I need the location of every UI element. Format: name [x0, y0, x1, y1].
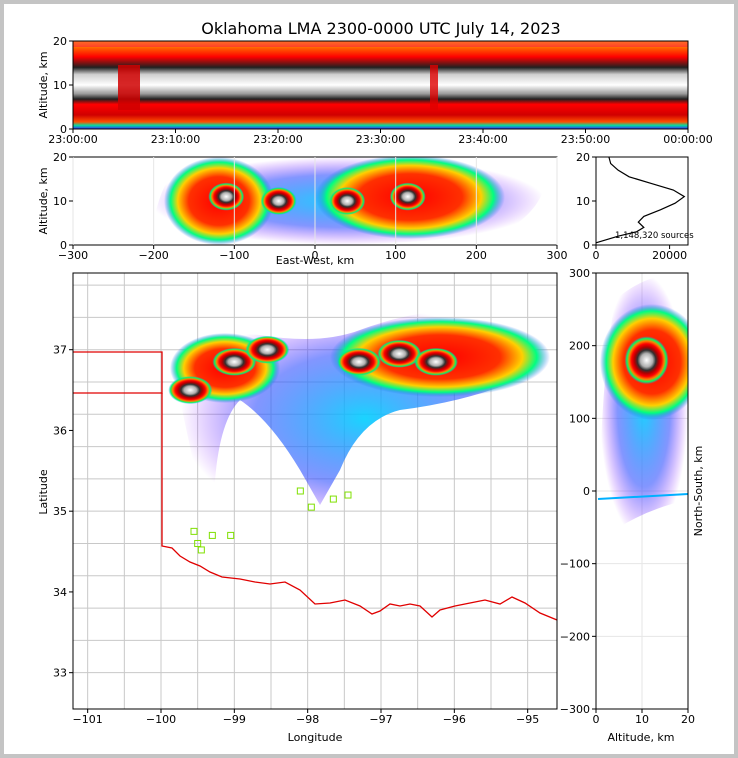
latitude-tick-label: 35 — [53, 505, 67, 518]
north-south-tick-label: −300 — [560, 703, 590, 716]
lma-station-marker — [208, 531, 216, 539]
north-south-tick-label: 200 — [569, 340, 590, 353]
east-west-tick-label: 100 — [385, 249, 406, 262]
time-tick-label: 23:30:00 — [356, 133, 405, 146]
east-west-core — [329, 187, 366, 215]
north-south-tick-label: 0 — [583, 485, 590, 498]
altitude-histogram-panel: 0 20000 0 10 20 1,148,320 sources — [576, 151, 694, 262]
longitude-tick-label: −95 — [516, 713, 539, 726]
altitude-tick-label: 20 — [53, 151, 67, 164]
north-south-tick-label: 100 — [569, 412, 590, 425]
north-south-core — [624, 336, 669, 385]
time-tick-label: 23:50:00 — [561, 133, 610, 146]
longitude-tick-label: −99 — [223, 713, 246, 726]
lma-station-marker — [329, 495, 337, 503]
time-tick-label: 00:00:00 — [663, 133, 712, 146]
altitude-tick-label: 10 — [53, 195, 67, 208]
histogram-frame — [595, 156, 689, 246]
flash-core — [337, 347, 381, 376]
count-tick-label: 0 — [593, 249, 600, 262]
time-tick-label: 23:00:00 — [48, 133, 97, 146]
north-south-tick-label: 300 — [569, 267, 590, 280]
altitude-tick-label: 20 — [576, 151, 590, 164]
altitude-tick-label: 0 — [583, 239, 590, 252]
lma-station-marker — [190, 527, 198, 535]
altitude-tick-label: 0 — [60, 123, 67, 136]
north-south-xlabel: Altitude, km — [607, 731, 674, 744]
east-west-tick-label: 0 — [312, 249, 319, 262]
altitude-tick-label: 10 — [53, 79, 67, 92]
east-west-tick-label: −100 — [219, 249, 249, 262]
altitude-time-panel: 23:00:00 23:10:00 23:20:00 23:30:00 23:40:00… — [37, 35, 713, 146]
flash-core — [168, 376, 213, 405]
east-west-tick-label: −200 — [139, 249, 169, 262]
flash-core — [245, 335, 290, 364]
altitude-tick-label: 20 — [53, 35, 67, 48]
time-tick-label: 23:20:00 — [253, 133, 302, 146]
plan-view-ylabel: Latitude — [37, 469, 50, 515]
lma-station-marker — [194, 539, 202, 547]
plan-view-panel: −101 −100 −99 −98 −97 −96 −95 33 34 35 36 37 Latitu… — [37, 272, 558, 744]
altitude-tick-label: 20 — [681, 713, 695, 726]
longitude-tick-label: −96 — [443, 713, 466, 726]
north-south-ylabel: North-South, km — [692, 446, 705, 537]
longitude-tick-label: −100 — [146, 713, 176, 726]
flash-core — [212, 347, 257, 376]
east-west-core — [389, 182, 426, 211]
texas-panhandle-border — [73, 351, 163, 394]
north-south-ground-line — [597, 493, 688, 500]
histogram-curve — [595, 156, 686, 244]
latitude-tick-label: 34 — [53, 586, 67, 599]
east-west-ylabel: Altitude, km — [37, 167, 50, 234]
east-west-core — [208, 182, 245, 211]
longitude-tick-label: −101 — [73, 713, 103, 726]
latitude-tick-label: 33 — [53, 667, 67, 680]
east-west-tick-label: −300 — [58, 249, 88, 262]
altitude-tick-label: 0 — [593, 713, 600, 726]
lma-station-marker — [227, 531, 235, 539]
plan-view-xlabel: Longitude — [288, 731, 343, 744]
altitude-time-density — [73, 41, 688, 129]
lma-station-marker — [296, 487, 304, 495]
north-south-tick-label: −200 — [560, 630, 590, 643]
longitude-tick-label: −98 — [296, 713, 319, 726]
plan-view-frame — [72, 272, 558, 710]
longitude-tick-label: −97 — [369, 713, 392, 726]
figure-title: Oklahoma LMA 2300-0000 UTC July 14, 2023 — [201, 19, 560, 38]
flash-core — [414, 347, 458, 376]
east-west-core — [260, 187, 297, 215]
latitude-tick-label: 37 — [53, 344, 67, 357]
altitude-tick-label: 10 — [635, 713, 649, 726]
time-tick-label: 23:10:00 — [151, 133, 200, 146]
count-tick-label: 20000 — [652, 249, 687, 262]
altitude-tick-label: 10 — [576, 195, 590, 208]
lma-station-marker — [197, 546, 205, 554]
latitude-tick-label: 36 — [53, 424, 67, 437]
east-west-tick-label: 200 — [466, 249, 487, 262]
altitude-time-gap — [430, 65, 438, 110]
altitude-time-gap — [118, 65, 140, 110]
altitude-tick-label: 0 — [60, 239, 67, 252]
oklahoma-red-river-border — [161, 393, 557, 621]
altitude-east-west-panel: −300 −200 −100 0 100 200 300 0 10 20 Altitude, km… — [37, 151, 568, 267]
altitude-time-top — [73, 41, 688, 47]
altitude-time-ylabel: Altitude, km — [37, 51, 50, 118]
lma-station-marker — [307, 503, 315, 511]
source-count-annotation: 1,148,320 sources — [615, 231, 694, 241]
time-tick-label: 23:40:00 — [458, 133, 507, 146]
flash-core — [377, 339, 422, 368]
east-west-xlabel: East-West, km — [276, 254, 354, 267]
north-south-tick-label: −100 — [560, 558, 590, 571]
lma-station-marker — [344, 491, 352, 499]
east-west-tick-label: 300 — [547, 249, 568, 262]
